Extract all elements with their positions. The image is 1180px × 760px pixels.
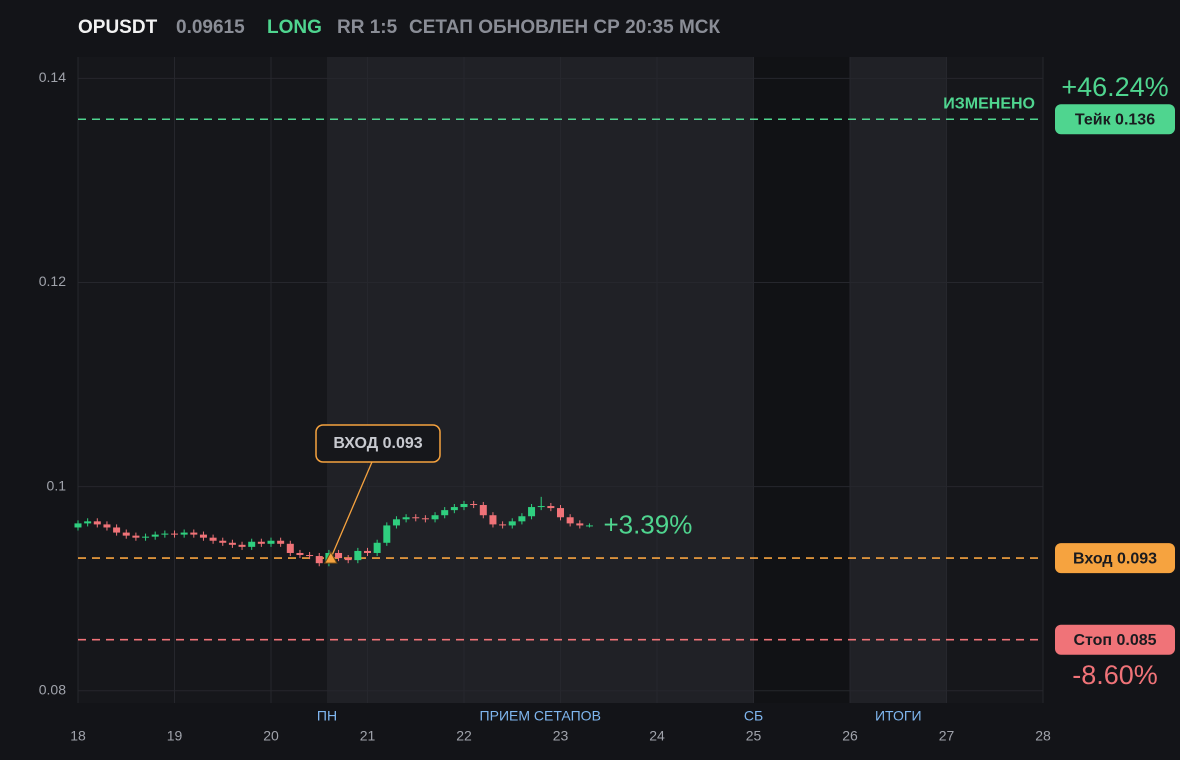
candle-body	[277, 540, 285, 544]
candle-body	[74, 523, 82, 528]
candle-body	[364, 550, 371, 553]
region-label: ПН	[317, 708, 337, 724]
candle-body	[296, 552, 304, 556]
candle-body	[257, 541, 265, 544]
candle-body	[470, 503, 478, 506]
candle-body	[460, 503, 468, 508]
entry-pointer	[330, 461, 373, 559]
candle-body	[354, 550, 362, 561]
level-badge	[1055, 624, 1175, 655]
candle-body	[248, 541, 256, 547]
candle-body	[335, 552, 343, 559]
x-tick-label: 23	[553, 728, 569, 744]
take-percent: +46.24%	[1061, 72, 1168, 102]
update-note: СЕТАП ОБНОВЛЕН СР 20:35 МСК	[409, 17, 720, 38]
candle-body	[103, 524, 111, 528]
entry-callout	[315, 424, 441, 463]
side: LONG	[267, 17, 322, 38]
candle-body	[518, 516, 526, 522]
candle-body	[315, 556, 323, 564]
candle-body	[528, 507, 536, 517]
candle-body	[566, 517, 574, 524]
risk-reward: RR 1:5	[337, 17, 398, 38]
current-percent: +3.39%	[603, 509, 692, 539]
price: 0.09615	[176, 17, 245, 38]
x-tick-label: 25	[746, 728, 762, 744]
x-tick-label: 22	[456, 728, 472, 744]
candle-body	[547, 506, 555, 509]
candle-body	[441, 510, 449, 516]
level-badge	[1055, 104, 1175, 135]
session-region	[850, 57, 947, 703]
y-tick-label: 0.08	[39, 681, 66, 697]
x-tick-label: 19	[167, 728, 183, 744]
candle-body	[585, 525, 593, 527]
y-tick-label: 0.14	[39, 69, 66, 85]
y-tick-label: 0.12	[39, 273, 66, 289]
candle-body	[489, 515, 497, 525]
level-badge	[1055, 543, 1175, 574]
take-note: ИЗМЕНЕНО	[943, 95, 1035, 112]
candle-body	[171, 533, 178, 535]
y-tick-label: 0.1	[47, 477, 67, 493]
session-region	[326, 57, 754, 703]
stop-percent: -8.60%	[1072, 660, 1158, 690]
candle-body	[412, 517, 420, 519]
candle-body	[421, 518, 429, 520]
candle-body	[479, 505, 487, 516]
candle-body	[431, 515, 439, 520]
x-tick-label: 24	[649, 728, 665, 744]
candle-body	[219, 540, 227, 543]
candle-body	[267, 540, 275, 544]
candle-body	[151, 534, 159, 537]
candle-body	[306, 555, 314, 557]
entry-marker	[323, 551, 338, 564]
candle-body	[199, 534, 207, 538]
level-label: Вход 0.093	[1073, 550, 1157, 567]
candle-body	[537, 506, 545, 508]
region-label: ПРИЕМ СЕТАПОВ	[480, 708, 601, 724]
candle-body	[142, 536, 150, 538]
candle-body	[286, 543, 294, 553]
candle-body	[122, 532, 130, 536]
candle-body	[450, 507, 458, 511]
candle-body	[373, 542, 381, 553]
x-tick-label: 27	[939, 728, 955, 744]
candle-body	[344, 558, 352, 561]
candle-body	[180, 532, 188, 535]
candle-body	[113, 527, 121, 533]
candle-body	[161, 533, 169, 535]
candle-body	[190, 532, 198, 535]
candle-body	[576, 523, 584, 526]
candle-body	[499, 524, 507, 526]
candle-body	[392, 519, 400, 526]
x-tick-label: 26	[842, 728, 858, 744]
region-label: ИТОГИ	[875, 708, 922, 724]
x-tick-label: 18	[70, 728, 86, 744]
entry-callout-label: ВХОД 0.093	[333, 435, 422, 452]
candle-body	[557, 508, 564, 518]
candle-body	[508, 521, 516, 526]
x-tick-label: 20	[263, 728, 279, 744]
level-label: Стоп 0.085	[1073, 632, 1156, 649]
x-tick-label: 28	[1035, 728, 1051, 744]
candle-body	[209, 537, 217, 541]
symbol: OPUSDT	[78, 17, 158, 38]
candle-body	[93, 521, 101, 525]
candle-body	[84, 521, 92, 524]
candle-body	[228, 542, 236, 545]
level-label: Тейк 0.136	[1075, 111, 1155, 128]
candle-body	[238, 544, 246, 547]
x-tick-label: 21	[360, 728, 376, 744]
region-label: СБ	[744, 708, 763, 724]
weekend-region	[753, 57, 850, 703]
candle-body	[132, 535, 140, 538]
candle-body	[383, 525, 391, 543]
candle-body	[402, 517, 410, 520]
